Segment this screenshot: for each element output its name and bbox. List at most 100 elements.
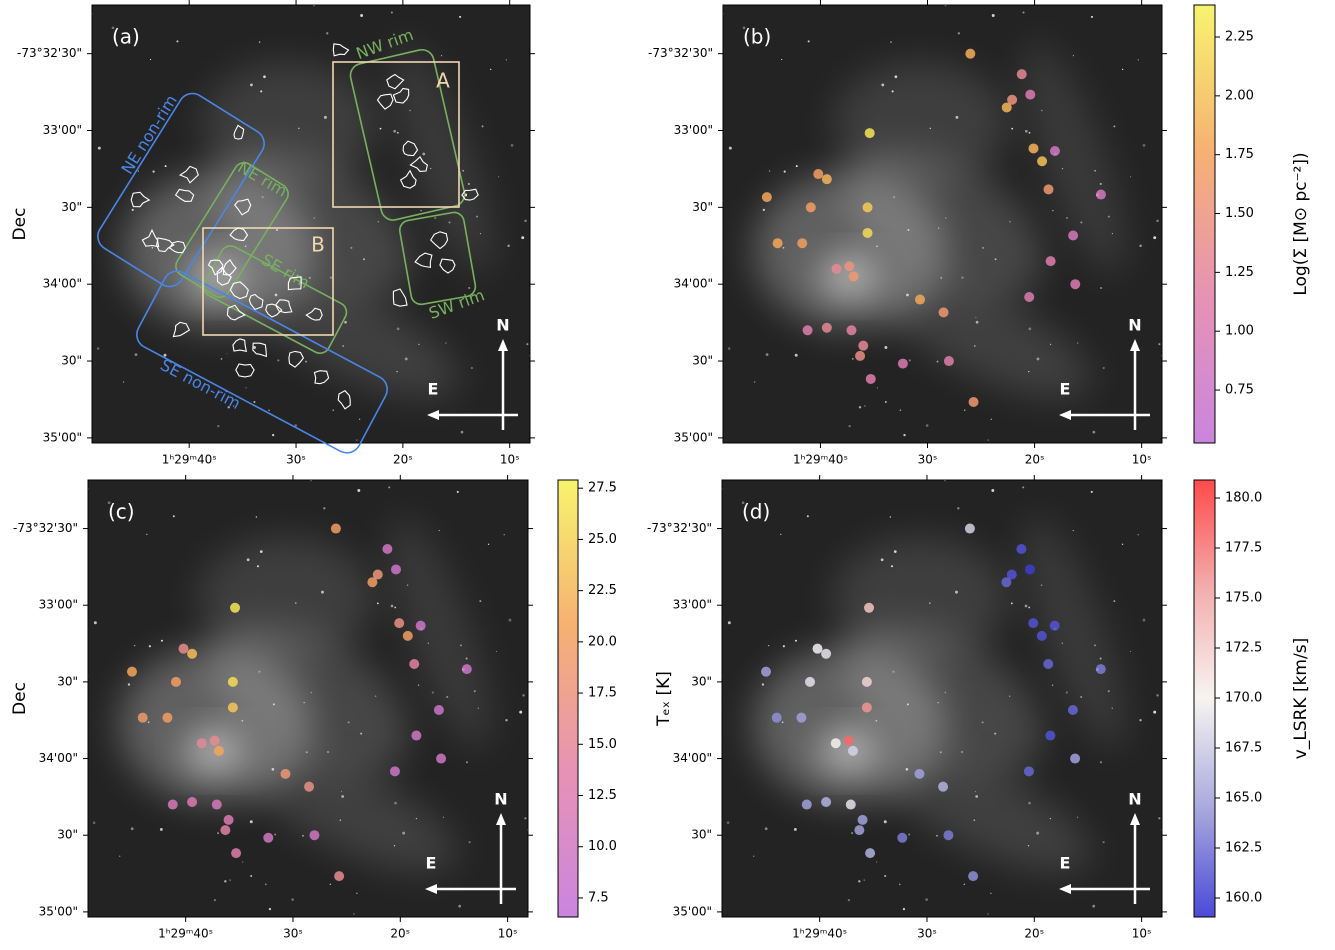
compass-arrowhead: [1059, 410, 1071, 420]
star: [294, 424, 298, 427]
clump-point: [187, 648, 198, 659]
star: [342, 345, 345, 347]
colorbar-tick-label: 2.00: [1225, 88, 1254, 103]
star: [994, 732, 997, 735]
star: [326, 32, 329, 35]
star: [964, 409, 966, 411]
star: [458, 904, 462, 908]
clump-point: [382, 544, 393, 554]
colorbar-tick-label: 1.75: [1225, 147, 1254, 162]
y-tick-label: 30": [692, 354, 713, 368]
clump-point: [209, 735, 220, 746]
compass-label: N: [496, 316, 509, 335]
star: [479, 600, 482, 603]
clump-outline: [288, 350, 305, 368]
star: [890, 565, 894, 568]
star: [241, 719, 244, 722]
star: [957, 32, 961, 35]
star: [107, 501, 111, 505]
clump-point: [821, 648, 832, 659]
colorbar-label: Tₑₓ [K]: [654, 671, 674, 727]
star: [360, 732, 363, 735]
star: [394, 606, 397, 609]
y-tick-label: 33'00": [39, 598, 78, 612]
star: [1028, 370, 1030, 373]
clump-point: [1095, 664, 1106, 675]
star: [1102, 366, 1105, 370]
star: [936, 360, 939, 363]
clump-point: [854, 825, 865, 836]
clump-outline: [376, 93, 394, 110]
y-tick-label: -73°32'30": [13, 521, 78, 535]
star: [97, 146, 101, 150]
star: [847, 899, 851, 902]
clump-point: [938, 781, 949, 792]
clump-point: [1025, 564, 1035, 575]
clump-outline: [402, 140, 419, 157]
star: [131, 208, 134, 212]
clump-point: [843, 735, 854, 746]
star: [495, 650, 498, 652]
panels: 1ʰ29ᵐ40ˢ 30ˢ 20ˢ 10ˢ -73°32'30" 33'00" 30" 34'0…: [10, 0, 1311, 941]
clump-outline: [141, 228, 160, 248]
clump-point: [796, 712, 807, 723]
star: [376, 602, 379, 605]
panel: [723, 5, 1162, 443]
clump-outline: [178, 165, 199, 184]
star: [973, 819, 976, 822]
clump-outline: [226, 304, 246, 321]
clump-outline: [216, 266, 232, 286]
clump-point: [847, 745, 858, 756]
star: [305, 360, 307, 363]
box-outline: [202, 227, 334, 336]
y-tick-label: -73°32'30": [648, 46, 713, 60]
clump-point: [968, 397, 979, 408]
star: [253, 400, 256, 403]
clump-point: [231, 848, 242, 859]
x-tick-label: 10ˢ: [498, 927, 518, 941]
clump-point: [1016, 544, 1027, 554]
clump-outline: [232, 338, 247, 352]
star: [795, 165, 798, 168]
clump-point: [1037, 156, 1048, 167]
star: [1080, 221, 1083, 224]
clump-point: [1068, 230, 1079, 241]
star: [347, 721, 350, 724]
star: [944, 691, 947, 694]
star: [990, 418, 992, 420]
star: [727, 347, 731, 350]
star: [505, 59, 507, 61]
star: [761, 683, 765, 686]
star: [362, 258, 365, 261]
compass-label: E: [428, 380, 439, 399]
clump-point: [415, 620, 426, 631]
x-tick-label: 1ʰ29ᵐ40ˢ: [162, 453, 217, 467]
clump-point: [857, 814, 868, 825]
clump-point: [1045, 256, 1056, 267]
y-tick-label: 35'00": [673, 904, 712, 918]
clump-point: [1001, 577, 1012, 588]
star: [431, 691, 434, 694]
star: [519, 710, 523, 714]
star: [434, 216, 437, 220]
colorbar-tick-label: 25.0: [588, 532, 617, 547]
clump-point: [1049, 620, 1060, 631]
y-tick-label: 33'00": [674, 123, 713, 137]
y-tick-label: -73°32'30": [647, 521, 712, 535]
clump-point: [1025, 89, 1036, 100]
star: [906, 703, 909, 706]
star: [244, 245, 247, 248]
star: [130, 827, 134, 831]
star: [793, 827, 797, 831]
star: [490, 68, 492, 71]
x-tick-label: 30ˢ: [286, 453, 306, 467]
x-tick-label: 20ˢ: [393, 453, 413, 467]
star: [955, 115, 959, 119]
colorbar-tick-label: 180.0: [1225, 491, 1262, 506]
star: [250, 875, 253, 878]
star: [377, 220, 380, 223]
star: [133, 644, 136, 647]
clump-point: [367, 577, 378, 588]
star: [305, 751, 308, 754]
star: [783, 170, 786, 173]
